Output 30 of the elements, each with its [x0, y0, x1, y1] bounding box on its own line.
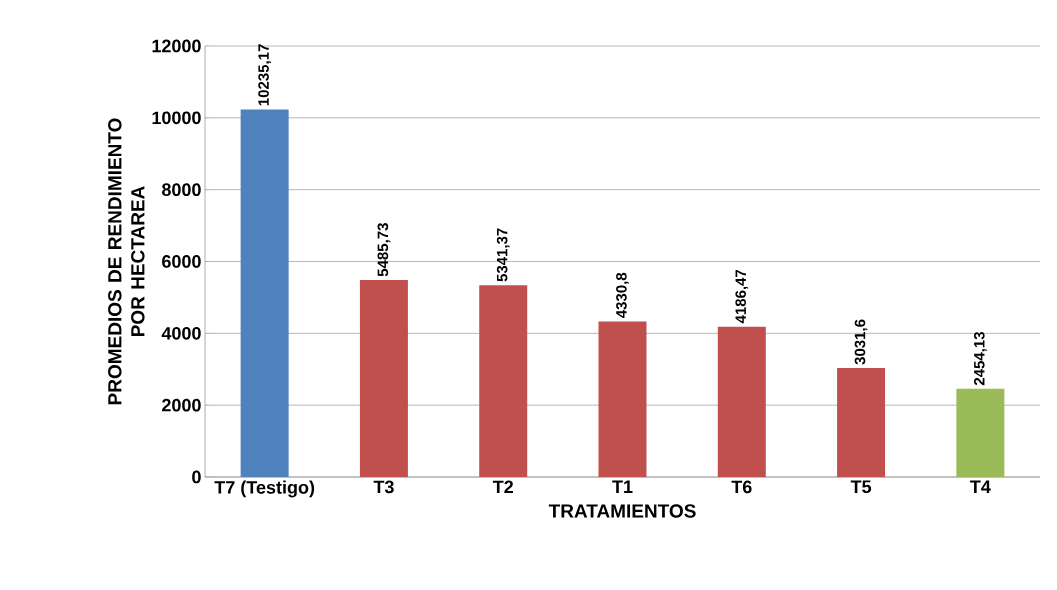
data-label: 4330,8	[616, 272, 629, 319]
y-tick-label: 6000	[162, 255, 201, 268]
data-label: 2454,13	[973, 331, 987, 386]
bar	[717, 326, 766, 477]
data-label: 3031,6	[854, 319, 868, 365]
y-tick-label: 4000	[161, 326, 201, 340]
data-label: 4186,47	[735, 269, 749, 324]
x-tick-label: T3	[373, 480, 394, 494]
data-label: 5485,73	[377, 223, 391, 277]
y-tick-label: 12000	[152, 39, 201, 53]
y-tick-label: 8000	[161, 183, 201, 197]
bar	[837, 368, 886, 477]
data-label: 10235,17	[258, 44, 272, 106]
x-tick-label: T5	[850, 480, 872, 494]
x-axis-title: TRATAMIENTOS	[548, 504, 696, 518]
x-tick-label: T4	[970, 480, 991, 493]
x-tick-label: T1	[612, 480, 633, 493]
bar	[479, 285, 528, 477]
y-tick-label: 2000	[162, 398, 201, 412]
bar	[359, 279, 408, 477]
data-label: 5341,37	[496, 228, 510, 282]
bar	[240, 109, 289, 477]
x-tick-label: T6	[731, 480, 752, 494]
x-tick-label: T7 (Testigo)	[214, 480, 315, 498]
bar	[956, 388, 1005, 477]
y-axis-title: PROMEDIOS DE RENDIMIENTO POR HECTAREA	[108, 118, 145, 405]
y-tick-label: 0	[192, 470, 201, 484]
y-tick-label: 10000	[152, 111, 201, 125]
x-tick-label: T2	[492, 480, 513, 494]
bar	[598, 321, 647, 477]
